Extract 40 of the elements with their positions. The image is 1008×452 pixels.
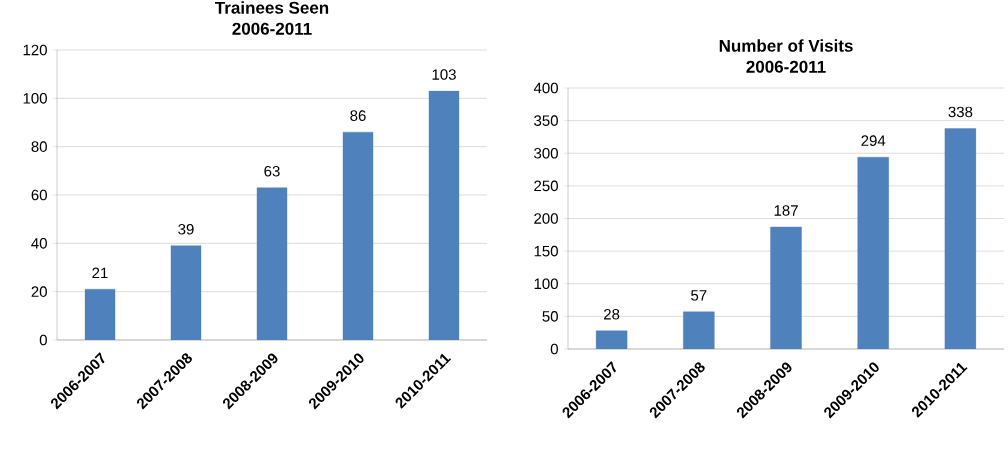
- y-tick-label: 20: [31, 286, 47, 297]
- y-tick-label: 40: [31, 238, 47, 249]
- y-tick-label: 350: [534, 115, 558, 126]
- y-tick-label: 60: [31, 189, 47, 201]
- chart-title: Number of Visits: [719, 39, 853, 52]
- y-tick-label: 0: [550, 343, 558, 355]
- chart-title: Trainees Seen: [215, 1, 329, 14]
- chart-subtitle: 2006-2011: [746, 60, 826, 73]
- data-label: 187: [774, 205, 798, 216]
- bar: [170, 245, 202, 340]
- bar: [857, 156, 889, 349]
- data-label: 57: [691, 290, 707, 301]
- bar: [342, 131, 374, 340]
- bar: [595, 330, 628, 349]
- data-label: 103: [432, 69, 456, 80]
- y-tick-label: 100: [534, 278, 558, 290]
- y-tick-label: 250: [534, 180, 558, 192]
- y-tick-label: 50: [542, 311, 558, 322]
- bar: [770, 226, 802, 349]
- y-tick-label: 80: [31, 141, 47, 152]
- bar: [256, 187, 288, 340]
- data-label: 86: [350, 110, 366, 121]
- bar: [428, 90, 460, 340]
- y-tick-label: 150: [534, 245, 558, 257]
- data-label: 21: [92, 267, 108, 279]
- y-tick-label: 400: [533, 82, 558, 94]
- data-label: 294: [861, 135, 886, 146]
- y-tick-label: 100: [23, 93, 47, 104]
- data-label: 63: [264, 165, 280, 177]
- bar: [944, 128, 977, 349]
- chart-subtitle: 2006-2011: [232, 22, 312, 35]
- y-tick-label: 300: [534, 147, 558, 159]
- data-label: 39: [178, 223, 194, 235]
- bar: [683, 311, 715, 349]
- bar: [84, 289, 116, 340]
- y-tick-label: 120: [23, 44, 47, 56]
- data-label: 28: [604, 308, 620, 320]
- data-label: 338: [948, 106, 973, 118]
- y-tick-label: 0: [39, 334, 47, 346]
- y-tick-label: 200: [534, 213, 558, 224]
